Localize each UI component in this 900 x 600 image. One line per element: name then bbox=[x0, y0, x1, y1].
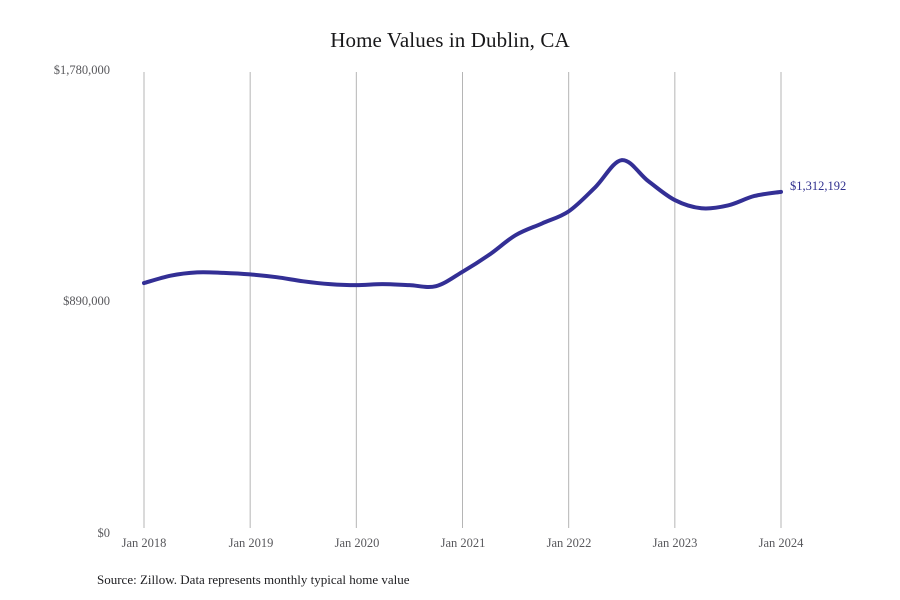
y-axis-tick-label-mid: $890,000 bbox=[63, 294, 110, 308]
x-axis-tick-label-jan-2022: Jan 2022 bbox=[546, 536, 592, 550]
chart-title: Home Values in Dublin, CA bbox=[330, 28, 570, 52]
gridlines bbox=[143, 72, 782, 528]
x-axis-tick-label-jan-2019: Jan 2019 bbox=[228, 536, 274, 550]
y-axis-tick-label-top: $1,780,000 bbox=[53, 63, 110, 77]
x-axis-tick-label-jan-2024: Jan 2024 bbox=[758, 536, 804, 550]
end-value-label: $1,312,192 bbox=[790, 178, 847, 193]
x-axis-tick-label-jan-2020: Jan 2020 bbox=[334, 536, 380, 550]
value-line-series bbox=[142, 158, 783, 289]
x-axis-tick-label-jan-2023: Jan 2023 bbox=[652, 536, 698, 550]
y-axis-tick-label-zero: $0 bbox=[97, 526, 111, 540]
source-note: Source: Zillow. Data represents monthly … bbox=[97, 572, 410, 587]
x-axis-tick-label-jan-2018: Jan 2018 bbox=[121, 536, 167, 550]
x-axis-tick-label-jan-2021: Jan 2021 bbox=[440, 536, 486, 550]
